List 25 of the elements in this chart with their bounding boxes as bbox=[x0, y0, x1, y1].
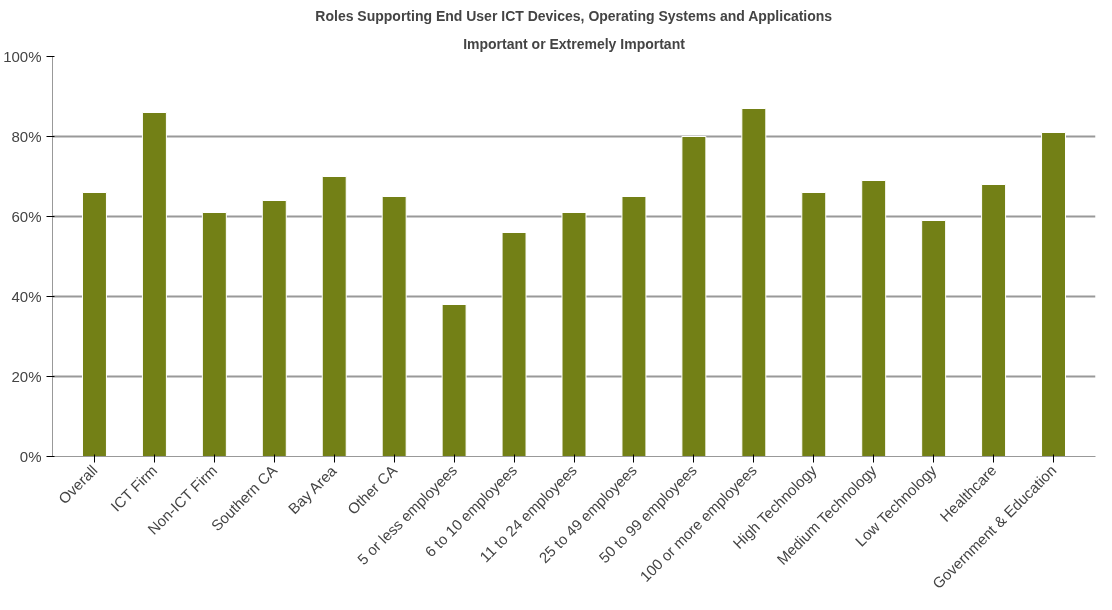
bar bbox=[441, 304, 467, 457]
bar bbox=[681, 136, 707, 457]
bar bbox=[81, 192, 107, 457]
bar bbox=[501, 232, 527, 457]
bar bbox=[801, 192, 827, 457]
bar bbox=[261, 200, 287, 457]
y-tick-label: 80% bbox=[11, 128, 42, 145]
y-tick-label: 100% bbox=[3, 48, 42, 65]
chart-subtitle: Important or Extremely Important bbox=[463, 35, 686, 52]
bar bbox=[321, 176, 347, 457]
bar bbox=[621, 196, 647, 457]
bar bbox=[981, 184, 1007, 457]
y-tick-label: 40% bbox=[11, 288, 42, 305]
y-tick-label: 0% bbox=[19, 448, 42, 465]
bar bbox=[741, 108, 767, 457]
bar bbox=[381, 196, 407, 457]
chart-title: Roles Supporting End User ICT Devices, Operating Systems and Applications bbox=[315, 7, 833, 24]
bar bbox=[561, 212, 587, 457]
bar bbox=[201, 212, 227, 457]
y-tick-label: 20% bbox=[11, 368, 42, 385]
y-tick-label: 60% bbox=[11, 208, 42, 225]
bar bbox=[1041, 132, 1067, 457]
bar bbox=[141, 112, 167, 457]
bar bbox=[921, 220, 947, 457]
bar bbox=[861, 180, 887, 457]
